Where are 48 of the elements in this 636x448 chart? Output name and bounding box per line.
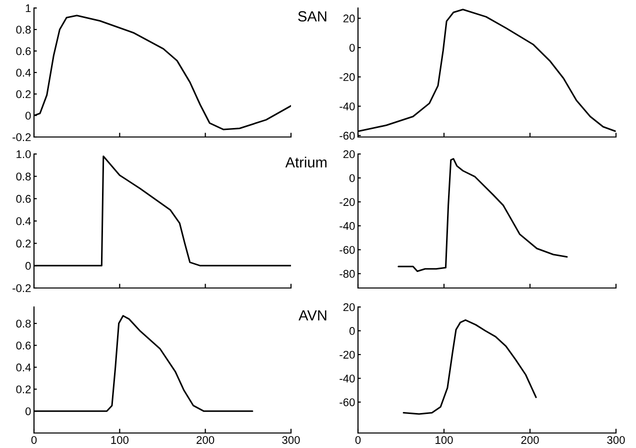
y-tick-label: 0.8 [16,172,31,180]
y-tick-label: 0.2 [16,90,31,98]
y-tick-label: -60 [340,398,355,406]
y-tick-label: -60 [340,246,355,254]
chart-title: SAN [298,11,326,22]
chart-title: AVN [298,310,326,320]
y-tick-label: 0 [349,174,355,182]
y-tick-label: 0.6 [16,194,31,203]
x-tick-label: 300 [282,436,300,444]
y-tick-label: 0.2 [16,385,31,394]
y-tick-label: 1.0 [16,150,31,158]
x-tick-label: 0 [31,436,37,444]
y-tick-label: -80 [340,270,355,278]
y-tick-label: 0 [349,44,355,52]
y-tick-label: 0.8 [16,26,31,34]
y-tick-label: 20 [343,14,355,22]
x-tick-label: 100 [436,436,453,444]
x-tick-label: 200 [196,436,214,444]
y-tick-label: -0.2 [12,133,31,142]
line-series [398,158,568,272]
y-tick-label: 0.4 [16,217,31,226]
y-tick-label: 0 [25,262,31,270]
y-tick-label: -20 [340,350,355,359]
y-tick-label: -20 [340,198,355,206]
x-tick-label: 200 [521,436,539,444]
y-tick-label: 0.4 [16,364,31,372]
x-tick-label: 300 [607,436,625,444]
line-series [402,319,537,415]
y-tick-label: 0 [349,327,355,335]
y-tick-label: 1 [26,4,31,12]
y-tick-label: 0.2 [16,240,31,248]
y-tick-label: 0 [25,407,31,416]
y-tick-label: -40 [340,102,355,110]
y-tick-label: 20 [343,303,355,312]
y-tick-label: -60 [340,132,355,140]
y-tick-label: 20 [343,150,355,158]
y-tick-label: -40 [340,222,355,230]
y-tick-label: 0.4 [16,68,31,77]
x-tick-label: 100 [111,436,128,444]
y-tick-label: 0.6 [16,342,31,350]
y-tick-label: -20 [340,73,355,82]
x-tick-label: 0 [355,436,361,444]
y-tick-label: 0.6 [16,47,31,56]
y-tick-label: 0 [25,112,31,120]
y-tick-label: 0.8 [16,320,31,328]
y-tick-label: -0.2 [12,284,31,292]
y-tick-label: -40 [340,374,355,382]
chart-title: Atrium [285,156,326,168]
